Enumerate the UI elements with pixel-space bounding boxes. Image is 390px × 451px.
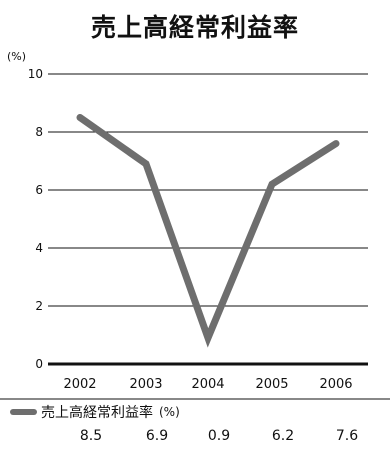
data-value-label: 0.9: [207, 428, 231, 444]
chart-title: 売上高経常利益率: [90, 13, 299, 42]
legend: 売上高経常利益率 (%): [10, 402, 180, 422]
x-tick-label: 2003: [129, 377, 162, 392]
y-tick-label: 4: [35, 241, 43, 255]
y-tick-label: 8: [35, 125, 43, 139]
legend-series-unit: (%): [159, 405, 180, 419]
x-tick-label: 2006: [319, 377, 352, 392]
y-axis-unit: (%): [7, 50, 27, 63]
y-tick-label: 2: [35, 299, 43, 313]
y-tick-label: 6: [35, 183, 43, 197]
x-tick-label: 2005: [255, 377, 288, 392]
data-value-label: 6.2: [271, 428, 295, 444]
legend-swatch: [10, 409, 37, 415]
legend-series-name: 売上高経常利益率: [41, 405, 153, 421]
series-line: [76, 114, 340, 348]
x-tick-label: 2002: [63, 377, 96, 392]
line-chart: 0 2 4 6 8 10 2002 2003 2004 2005 2006: [0, 67, 390, 400]
data-value-label: 8.5: [79, 428, 103, 444]
data-value-label: 7.6: [335, 428, 359, 444]
y-tick-label: 10: [28, 67, 43, 81]
y-tick-label: 0: [35, 357, 43, 371]
x-tick-label: 2004: [191, 377, 224, 392]
data-value-label: 6.9: [145, 428, 169, 444]
value-row: 8.5 6.9 0.9 6.2 7.6: [0, 428, 390, 448]
